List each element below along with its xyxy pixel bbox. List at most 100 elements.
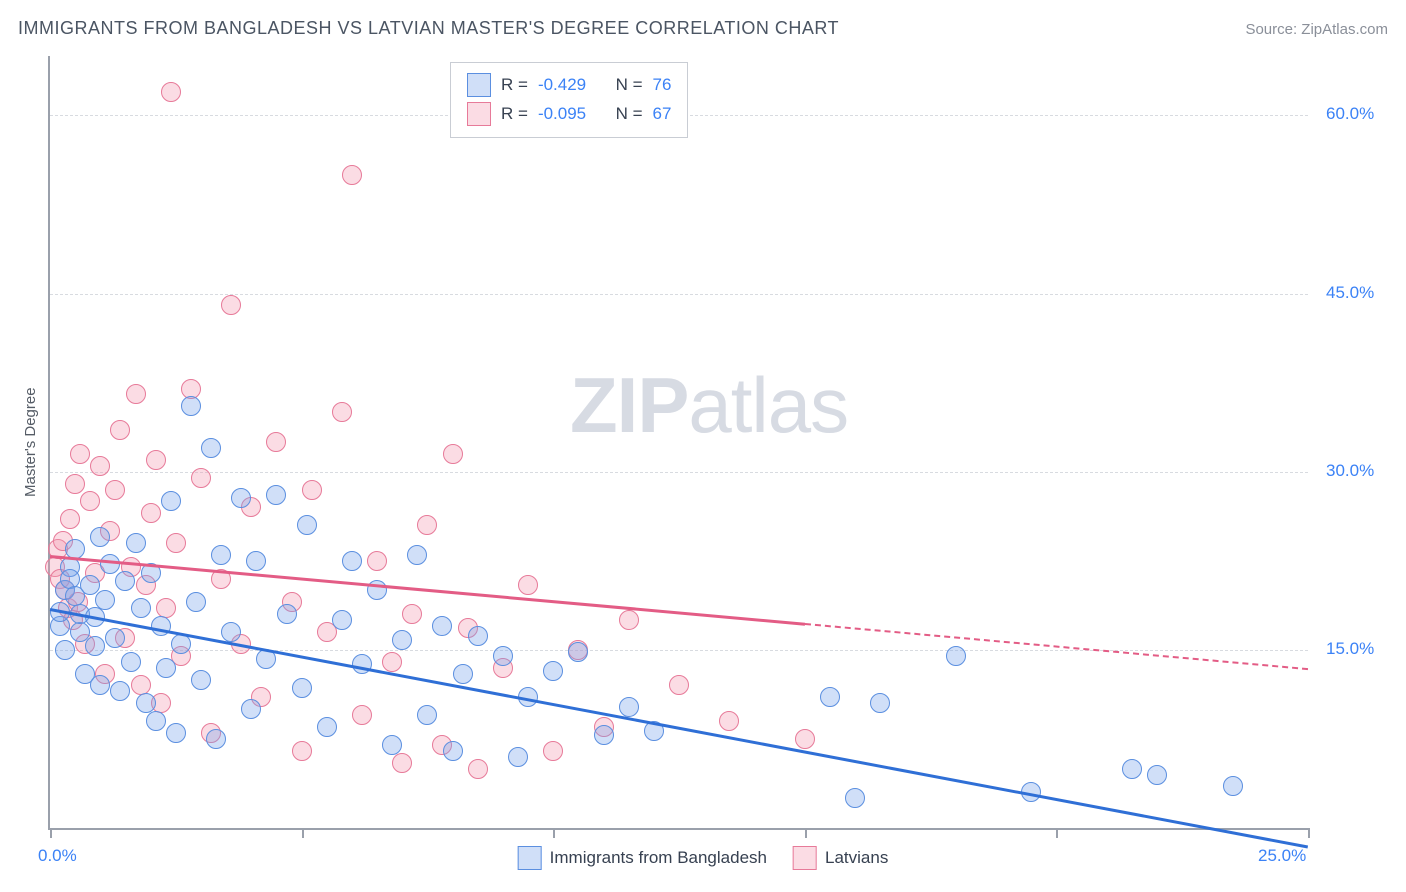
scatter-point-pink — [543, 741, 563, 761]
scatter-point-blue — [468, 626, 488, 646]
x-tick-mark — [50, 828, 52, 838]
scatter-point-pink — [417, 515, 437, 535]
scatter-point-blue — [246, 551, 266, 571]
scatter-point-blue — [90, 675, 110, 695]
scatter-point-blue — [85, 636, 105, 656]
legend-item-blue: Immigrants from Bangladesh — [518, 846, 767, 870]
scatter-point-blue — [231, 488, 251, 508]
scatter-point-blue — [1223, 776, 1243, 796]
scatter-point-blue — [342, 551, 362, 571]
watermark-zip: ZIP — [570, 361, 688, 449]
x-tick-label: 25.0% — [1258, 846, 1306, 866]
scatter-point-blue — [110, 681, 130, 701]
scatter-point-pink — [110, 420, 130, 440]
swatch-blue-2 — [518, 846, 542, 870]
scatter-point-pink — [191, 468, 211, 488]
scatter-point-blue — [95, 590, 115, 610]
scatter-point-blue — [166, 723, 186, 743]
scatter-point-blue — [131, 598, 151, 618]
scatter-point-blue — [453, 664, 473, 684]
n-label-blue: N = — [616, 71, 643, 100]
scatter-point-pink — [367, 551, 387, 571]
scatter-point-pink — [302, 480, 322, 500]
scatter-point-blue — [493, 646, 513, 666]
n-label-pink: N = — [616, 100, 643, 129]
scatter-point-pink — [60, 509, 80, 529]
scatter-point-pink — [795, 729, 815, 749]
scatter-point-blue — [1147, 765, 1167, 785]
scatter-point-blue — [543, 661, 563, 681]
x-tick-mark — [1056, 828, 1058, 838]
scatter-point-blue — [136, 693, 156, 713]
scatter-point-blue — [201, 438, 221, 458]
scatter-point-pink — [382, 652, 402, 672]
scatter-point-blue — [121, 652, 141, 672]
y-tick-label: 30.0% — [1326, 461, 1374, 481]
y-tick-label: 15.0% — [1326, 639, 1374, 659]
swatch-blue — [467, 73, 491, 97]
scatter-point-pink — [352, 705, 372, 725]
scatter-point-blue — [332, 610, 352, 630]
scatter-point-pink — [80, 491, 100, 511]
r-label-pink: R = — [501, 100, 528, 129]
scatter-point-pink — [292, 741, 312, 761]
scatter-point-blue — [382, 735, 402, 755]
series-label-pink: Latvians — [825, 848, 888, 868]
scatter-point-blue — [146, 711, 166, 731]
swatch-pink — [467, 102, 491, 126]
scatter-point-blue — [90, 527, 110, 547]
n-value-blue: 76 — [653, 71, 672, 100]
scatter-point-blue — [126, 533, 146, 553]
correlation-legend: R = -0.429 N = 76 R = -0.095 N = 67 — [450, 62, 688, 138]
scatter-point-blue — [186, 592, 206, 612]
scatter-point-blue — [105, 628, 125, 648]
scatter-point-pink — [266, 432, 286, 452]
scatter-point-blue — [221, 622, 241, 642]
r-value-pink: -0.095 — [538, 100, 586, 129]
scatter-point-pink — [619, 610, 639, 630]
scatter-point-pink — [221, 295, 241, 315]
scatter-point-blue — [317, 717, 337, 737]
scatter-point-blue — [432, 616, 452, 636]
source-label: Source: ZipAtlas.com — [1245, 21, 1388, 38]
scatter-point-blue — [161, 491, 181, 511]
regression-line-blue — [50, 608, 1309, 848]
scatter-point-pink — [443, 444, 463, 464]
scatter-point-blue — [206, 729, 226, 749]
scatter-point-blue — [392, 630, 412, 650]
scatter-point-pink — [166, 533, 186, 553]
legend-row-blue: R = -0.429 N = 76 — [467, 71, 671, 100]
scatter-point-blue — [845, 788, 865, 808]
watermark-atlas: atlas — [688, 361, 848, 449]
r-value-blue: -0.429 — [538, 71, 586, 100]
scatter-point-blue — [508, 747, 528, 767]
scatter-point-blue — [100, 554, 120, 574]
scatter-point-blue — [115, 571, 135, 591]
scatter-point-blue — [156, 658, 176, 678]
scatter-point-blue — [191, 670, 211, 690]
scatter-point-blue — [292, 678, 312, 698]
scatter-point-pink — [146, 450, 166, 470]
series-label-blue: Immigrants from Bangladesh — [550, 848, 767, 868]
scatter-point-pink — [131, 675, 151, 695]
scatter-point-blue — [60, 569, 80, 589]
x-tick-mark — [553, 828, 555, 838]
scatter-point-blue — [946, 646, 966, 666]
scatter-point-pink — [342, 165, 362, 185]
series-legend: Immigrants from Bangladesh Latvians — [518, 846, 889, 870]
scatter-point-blue — [181, 396, 201, 416]
scatter-point-blue — [211, 545, 231, 565]
legend-item-pink: Latvians — [793, 846, 888, 870]
watermark: ZIPatlas — [570, 360, 848, 451]
scatter-point-pink — [70, 444, 90, 464]
scatter-point-pink — [126, 384, 146, 404]
scatter-point-pink — [65, 474, 85, 494]
scatter-point-blue — [820, 687, 840, 707]
regression-line-pink — [805, 623, 1308, 670]
scatter-point-pink — [669, 675, 689, 695]
scatter-point-blue — [1122, 759, 1142, 779]
scatter-point-blue — [568, 642, 588, 662]
scatter-point-pink — [141, 503, 161, 523]
scatter-point-blue — [870, 693, 890, 713]
scatter-point-blue — [443, 741, 463, 761]
